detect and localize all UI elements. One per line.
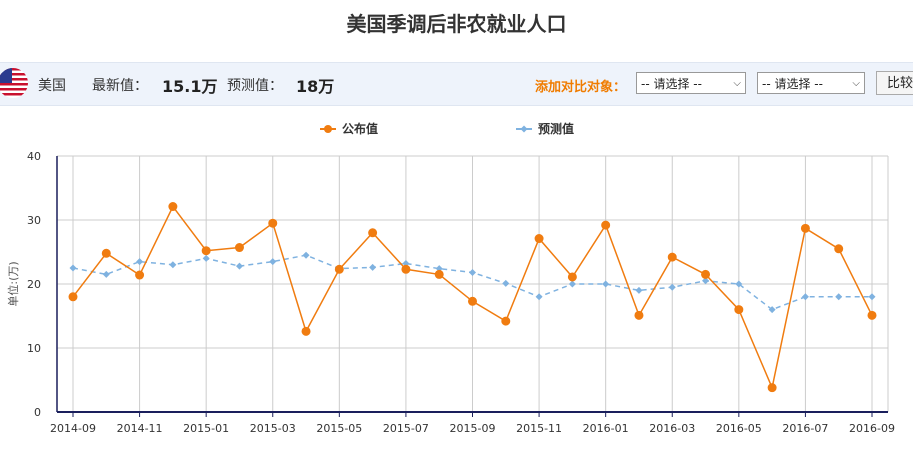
published-data-point: [468, 296, 477, 306]
x-tick-label: 2015-01: [183, 422, 229, 435]
legend-item-published-marker: [324, 125, 332, 133]
compare-select-2-value: -- 请选择 --: [762, 77, 823, 91]
us-flag-icon: [0, 68, 28, 98]
x-tick-label: 2014-11: [117, 422, 163, 435]
forecast-data-point: [202, 254, 210, 262]
published-data-point: [68, 292, 78, 302]
published-data-point: [368, 228, 378, 238]
latest-value: 15.1万: [162, 77, 218, 96]
info-bar: 美国 最新值： 15.1万 预测值： 18万 添加对比对象： -- 请选择 --…: [0, 62, 913, 106]
compare-select-2[interactable]: -- 请选择 -- ⌵: [757, 72, 865, 94]
published-data-point: [867, 310, 877, 320]
published-data-point: [201, 246, 211, 256]
published-data-point: [534, 234, 544, 244]
published-data-point: [767, 383, 777, 393]
published-data-point: [268, 218, 278, 228]
x-tick-label: 2016-05: [716, 422, 762, 435]
published-data-point: [701, 269, 711, 279]
published-data-point: [168, 202, 178, 212]
forecast-data-point: [302, 251, 310, 259]
forecast-data-point: [235, 262, 243, 270]
x-tick-label: 2015-03: [250, 422, 296, 435]
forecast-data-point: [635, 286, 643, 294]
y-tick-label: 40: [27, 150, 41, 163]
published-data-point: [834, 244, 844, 254]
published-data-point: [501, 316, 511, 326]
forecast-data-point: [136, 258, 144, 266]
compare-select-1[interactable]: -- 请选择 -- ⌵: [636, 72, 746, 94]
forecast-label: 预测值：: [227, 78, 283, 94]
published-data-point: [800, 223, 810, 233]
x-tick-label: 2015-11: [516, 422, 562, 435]
page-title: 美国季调后非农就业人口: [346, 12, 567, 36]
y-tick-label: 0: [34, 406, 41, 419]
chevron-down-icon: ⌵: [852, 78, 860, 89]
compare-button[interactable]: 比较: [876, 71, 913, 95]
forecast-data-point: [835, 293, 843, 301]
published-data-point: [567, 272, 577, 282]
x-tick-label: 2015-05: [316, 422, 362, 435]
forecast-data-point: [768, 306, 776, 314]
forecast-value: 18万: [296, 77, 335, 96]
forecast-data-point: [269, 258, 277, 266]
forecast-data-point: [169, 261, 177, 269]
published-data-point: [667, 252, 677, 262]
forecast-data-point: [469, 268, 476, 276]
y-tick-label: 30: [27, 214, 41, 227]
forecast-data-point: [502, 279, 510, 287]
forecast-data-point: [735, 280, 743, 288]
y-tick-label: 10: [27, 342, 41, 355]
forecast-data-point: [668, 283, 676, 291]
forecast-data-point: [801, 293, 809, 301]
x-tick-label: 2014-09: [50, 422, 96, 435]
x-tick-label: 2015-09: [450, 422, 496, 435]
chevron-down-icon: ⌵: [733, 78, 741, 89]
compare-label: 添加对比对象：: [535, 80, 627, 95]
legend-item-published-label: 公布值: [342, 121, 378, 136]
forecast-data-point: [568, 280, 576, 288]
y-axis-label: 单位:(万): [6, 261, 20, 306]
x-tick-label: 2016-01: [583, 422, 629, 435]
y-tick-label: 20: [27, 278, 41, 291]
forecast-data-point: [702, 277, 710, 285]
compare-select-1-value: -- 请选择 --: [641, 77, 702, 91]
x-tick-label: 2016-03: [649, 422, 695, 435]
chart-series: [68, 202, 877, 393]
published-data-point: [334, 264, 344, 274]
published-data-point: [734, 305, 744, 315]
published-data-point: [234, 243, 244, 253]
forecast-data-point: [602, 280, 610, 288]
x-tick-label: 2015-07: [383, 422, 429, 435]
chart-grid: [57, 155, 889, 412]
forecast-data-point: [535, 293, 543, 301]
published-data-point: [101, 248, 111, 258]
published-data-point: [301, 326, 311, 336]
chart-legend: 公布值 预测值: [320, 121, 574, 136]
forecast-data-point: [369, 263, 377, 271]
published-data-point: [434, 269, 444, 279]
chart-axes: 0 10 20 30 40 2014-09 2014-11 2015-01 2015-03 201…: [6, 150, 895, 435]
legend-item-forecast-label: 预测值: [538, 121, 574, 136]
x-tick-label: 2016-07: [782, 422, 828, 435]
published-data-point: [135, 270, 145, 280]
legend-item-forecast-marker: [520, 125, 528, 133]
forecast-data-point: [69, 264, 77, 272]
forecast-data-point: [868, 293, 876, 301]
x-tick-label: 2016-09: [849, 422, 895, 435]
forecast-data-point: [102, 270, 110, 278]
latest-label: 最新值：: [92, 78, 148, 94]
published-data-point: [634, 310, 644, 320]
published-data-point: [601, 220, 611, 230]
published-data-point: [401, 264, 411, 274]
country-name: 美国: [38, 78, 66, 94]
